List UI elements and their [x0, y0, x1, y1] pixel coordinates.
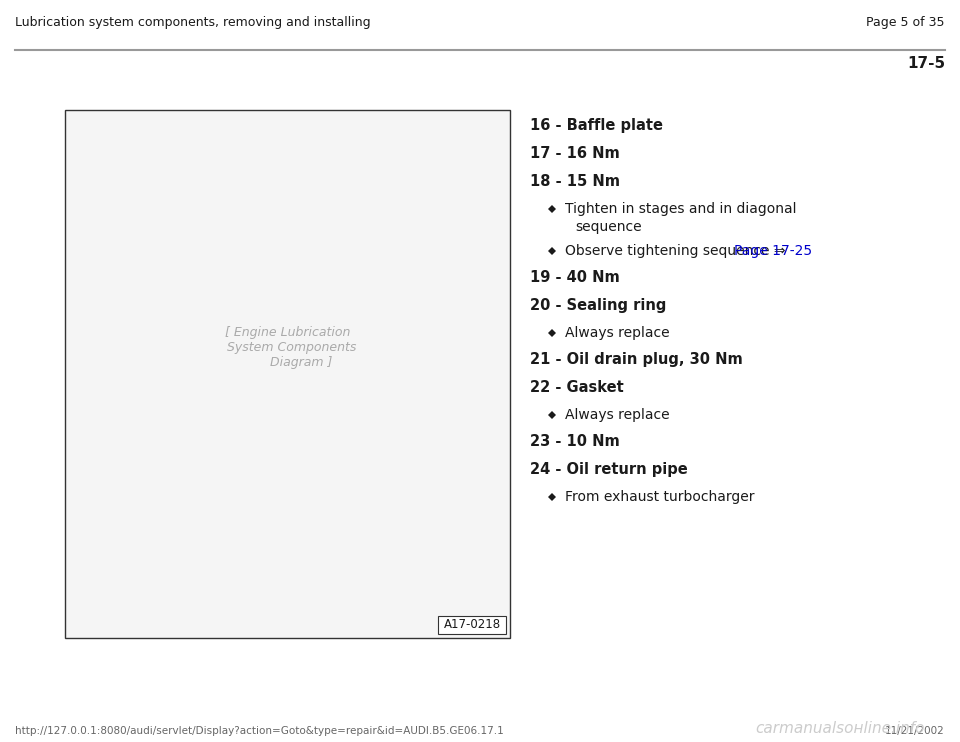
Text: 23 - 10 Nm: 23 - 10 Nm [530, 434, 620, 449]
Text: 21 - Oil drain plug, 30 Nm: 21 - Oil drain plug, 30 Nm [530, 352, 743, 367]
Text: Tighten in stages and in diagonal: Tighten in stages and in diagonal [565, 202, 797, 216]
Bar [65, 110, 510, 638]
Text: Always replace: Always replace [565, 326, 670, 340]
Text: 19 - 40 Nm: 19 - 40 Nm [530, 270, 620, 285]
Text: 11/21/2002: 11/21/2002 [885, 726, 945, 736]
Text: Observe tightening sequence ⇒: Observe tightening sequence ⇒ [565, 244, 790, 258]
Text: 16 - Baffle plate: 16 - Baffle plate [530, 118, 663, 133]
Text: 18 - 15 Nm: 18 - 15 Nm [530, 174, 620, 189]
Text: 17-5: 17-5 [907, 56, 945, 71]
Text: sequence: sequence [575, 220, 641, 234]
Text: 20 - Sealing ring: 20 - Sealing ring [530, 298, 666, 313]
Bar [438, 616, 506, 634]
Text: http://127.0.0.1:8080/audi/servlet/Display?action=Goto&type=repair&id=AUDI.B5.GE: http://127.0.0.1:8080/audi/servlet/Displ… [15, 726, 504, 736]
Text: carmanualsонline.info: carmanualsонline.info [755, 721, 924, 736]
Text: Page 17-25: Page 17-25 [734, 244, 812, 258]
Text: From exhaust turbocharger: From exhaust turbocharger [565, 490, 755, 504]
Text: 17 - 16 Nm: 17 - 16 Nm [530, 146, 620, 161]
Text: 22 - Gasket: 22 - Gasket [530, 380, 624, 395]
Text: 24 - Oil return pipe: 24 - Oil return pipe [530, 462, 687, 477]
Text: A17-0218: A17-0218 [444, 619, 500, 631]
Text: [ Engine Lubrication
  System Components
       Diagram ]: [ Engine Lubrication System Components D… [219, 326, 356, 369]
Text: Lubrication system components, removing and installing: Lubrication system components, removing … [15, 16, 371, 29]
Text: Always replace: Always replace [565, 408, 670, 422]
Text: Page 5 of 35: Page 5 of 35 [867, 16, 945, 29]
